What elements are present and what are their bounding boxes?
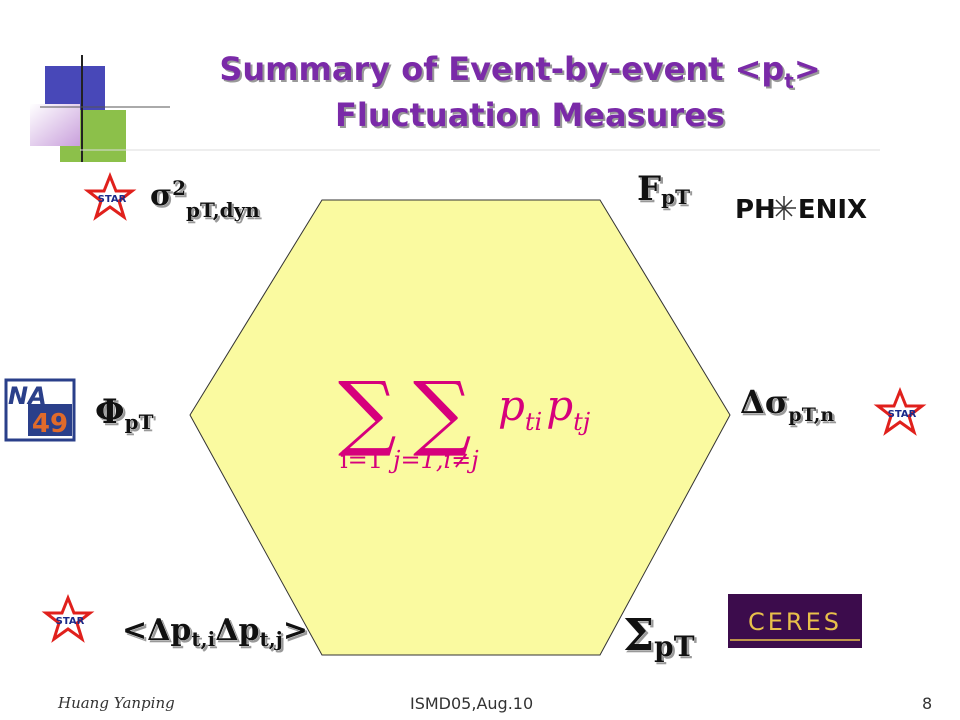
phenix-burst: [772, 196, 796, 220]
deco-square: [30, 104, 80, 146]
hexagon: [189, 199, 731, 656]
formula-term: ptiptj: [498, 381, 591, 436]
svg-text:49: 49: [32, 409, 68, 439]
measure: ΣpT: [623, 610, 695, 663]
measure: <Δpt,iΔpt,j>: [122, 613, 308, 651]
title: Summary of Event-by-event <pt>: [219, 50, 820, 93]
sum-limit: i=1: [340, 446, 383, 474]
measure: σ2pT,dyn: [150, 176, 260, 222]
ceres-logo: CERES: [728, 594, 862, 648]
star-logo: STAR: [86, 174, 134, 219]
svg-text:CERES: CERES: [748, 608, 842, 636]
page-number: 8: [922, 694, 932, 713]
svg-text:STAR: STAR: [888, 409, 917, 420]
star-logo: STAR: [44, 596, 92, 641]
svg-text:STAR: STAR: [98, 194, 127, 205]
star-logo: STAR: [876, 389, 924, 434]
sum: ∑: [338, 365, 397, 460]
phenix-logo: PH ENIX: [735, 195, 867, 225]
sum: ∑: [413, 365, 472, 460]
footer-author: Huang Yanping: [57, 694, 175, 712]
measure: ΔσpT,n: [740, 383, 834, 426]
measure: FpT: [637, 169, 690, 209]
svg-text:STAR: STAR: [56, 616, 85, 627]
sum-limit: j=1,i≠j: [388, 446, 479, 474]
measure: ΦpT: [95, 392, 154, 434]
title: Fluctuation Measures: [335, 96, 725, 134]
na49-logo: NA 49: [4, 378, 76, 442]
footer-event: ISMD05,Aug.10: [410, 694, 533, 713]
